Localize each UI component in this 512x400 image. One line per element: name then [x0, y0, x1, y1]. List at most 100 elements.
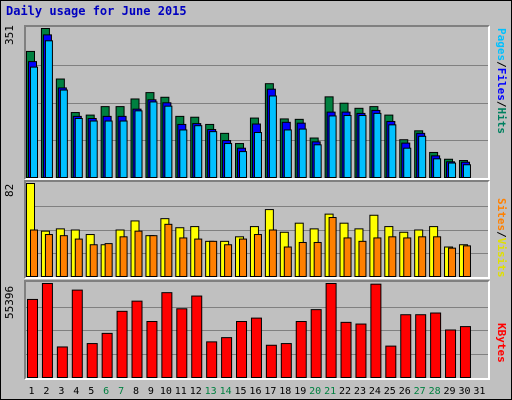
pages-bar	[343, 115, 352, 178]
pages-bar	[462, 164, 471, 178]
pages-bar	[59, 89, 68, 178]
sites-bar	[149, 235, 158, 277]
pages-bar	[104, 120, 113, 179]
kbytes-bar	[325, 283, 337, 378]
pages-bar	[373, 112, 382, 178]
x-tick-label: 13	[205, 386, 217, 397]
sites-bar	[89, 244, 98, 277]
pages-bar	[418, 135, 427, 179]
pages-bar	[224, 143, 233, 178]
x-tick-label: 5	[88, 386, 94, 397]
pages-bar	[179, 129, 188, 178]
x-tick-label: 7	[118, 386, 124, 397]
sites-bar	[328, 217, 337, 277]
x-tick-label: 17	[264, 386, 276, 397]
x-tick-label: 25	[384, 386, 396, 397]
x-tick-label: 15	[234, 386, 246, 397]
sites-bar	[224, 244, 233, 277]
pages-bar	[313, 144, 322, 178]
kbytes-bar	[295, 321, 307, 378]
x-tick-label: 9	[148, 386, 154, 397]
pages-bar	[89, 120, 98, 179]
pages-bar	[134, 110, 143, 178]
pages-bar	[433, 158, 442, 178]
kbytes-bar	[445, 329, 457, 379]
x-tick-label: 26	[399, 386, 411, 397]
sites-bar	[164, 223, 173, 277]
pages-bar	[358, 115, 367, 178]
kbytes-bar	[206, 341, 218, 379]
x-tick-label: 18	[279, 386, 291, 397]
pages-bar	[194, 125, 203, 178]
x-tick-label: 19	[294, 386, 306, 397]
pages-bar	[328, 115, 337, 179]
kbytes-bar	[191, 295, 203, 378]
sites-bar	[253, 234, 262, 278]
kbytes-bar	[340, 321, 352, 379]
pages-bar	[403, 147, 412, 178]
pages-bar	[74, 117, 83, 178]
pages-bar	[268, 95, 277, 178]
kbytes-bar	[310, 309, 322, 378]
sites-bar	[403, 237, 412, 277]
sites-bar	[209, 240, 218, 277]
sites-bar	[74, 238, 83, 277]
pages-bar	[44, 40, 53, 178]
sites-bar	[373, 237, 382, 277]
kbytes-bar	[430, 312, 442, 378]
x-tick-label: 16	[249, 386, 261, 397]
sites-bar	[59, 235, 68, 277]
sites-bar	[194, 238, 203, 277]
sites-bar	[30, 229, 38, 277]
x-tick-label: 14	[220, 386, 232, 397]
kbytes-bar	[400, 314, 412, 379]
kbytes-bar	[415, 314, 427, 379]
sites-bar	[104, 243, 113, 277]
x-tick-label: 21	[324, 386, 336, 397]
kbytes-bar	[355, 323, 367, 379]
kbytes-bar	[86, 343, 98, 378]
pages-bar	[239, 151, 248, 178]
x-tick-label: 30	[458, 386, 470, 397]
x-tick-label: 23	[354, 386, 366, 397]
x-tick-label: 22	[339, 386, 351, 397]
sites-bar	[179, 237, 188, 277]
x-tick-label: 31	[473, 386, 485, 397]
sites-bar	[462, 245, 471, 278]
kbytes-bar	[56, 346, 68, 378]
kbytes-bar	[370, 283, 382, 379]
kbytes-bar	[27, 298, 38, 378]
sites-bar	[44, 234, 53, 278]
x-tick-label: 4	[73, 386, 79, 397]
sites-bar	[239, 238, 248, 277]
pages-bar	[253, 132, 262, 179]
chart-title: Daily usage for June 2015	[6, 4, 187, 18]
kbytes-bar	[131, 300, 143, 378]
kbytes-bar	[385, 345, 397, 379]
sites-bar	[119, 236, 128, 277]
x-tick-label: 6	[103, 386, 109, 397]
sites-bar	[134, 230, 143, 277]
x-tick-label: 2	[43, 386, 49, 397]
kbytes-bar	[41, 283, 53, 378]
x-tick-label: 28	[429, 386, 441, 397]
kbytes-bar	[459, 326, 471, 379]
x-tick-label: 20	[309, 386, 321, 397]
sites-bar	[358, 240, 367, 277]
x-tick-label: 10	[160, 386, 172, 397]
sites-bar	[448, 247, 457, 278]
pages-bar	[119, 120, 128, 179]
kbytes-bar	[146, 321, 158, 378]
kbytes-bar	[101, 332, 113, 378]
kbytes-bar	[161, 292, 173, 379]
sites-bar	[388, 236, 397, 277]
pages-bar	[149, 101, 158, 178]
x-tick-label: 3	[58, 386, 64, 397]
pages-bar	[448, 162, 457, 179]
x-tick-label: 29	[444, 386, 456, 397]
kbytes-bar	[250, 317, 262, 379]
kbytes-bar	[116, 310, 128, 378]
x-tick-label: 24	[369, 386, 381, 397]
